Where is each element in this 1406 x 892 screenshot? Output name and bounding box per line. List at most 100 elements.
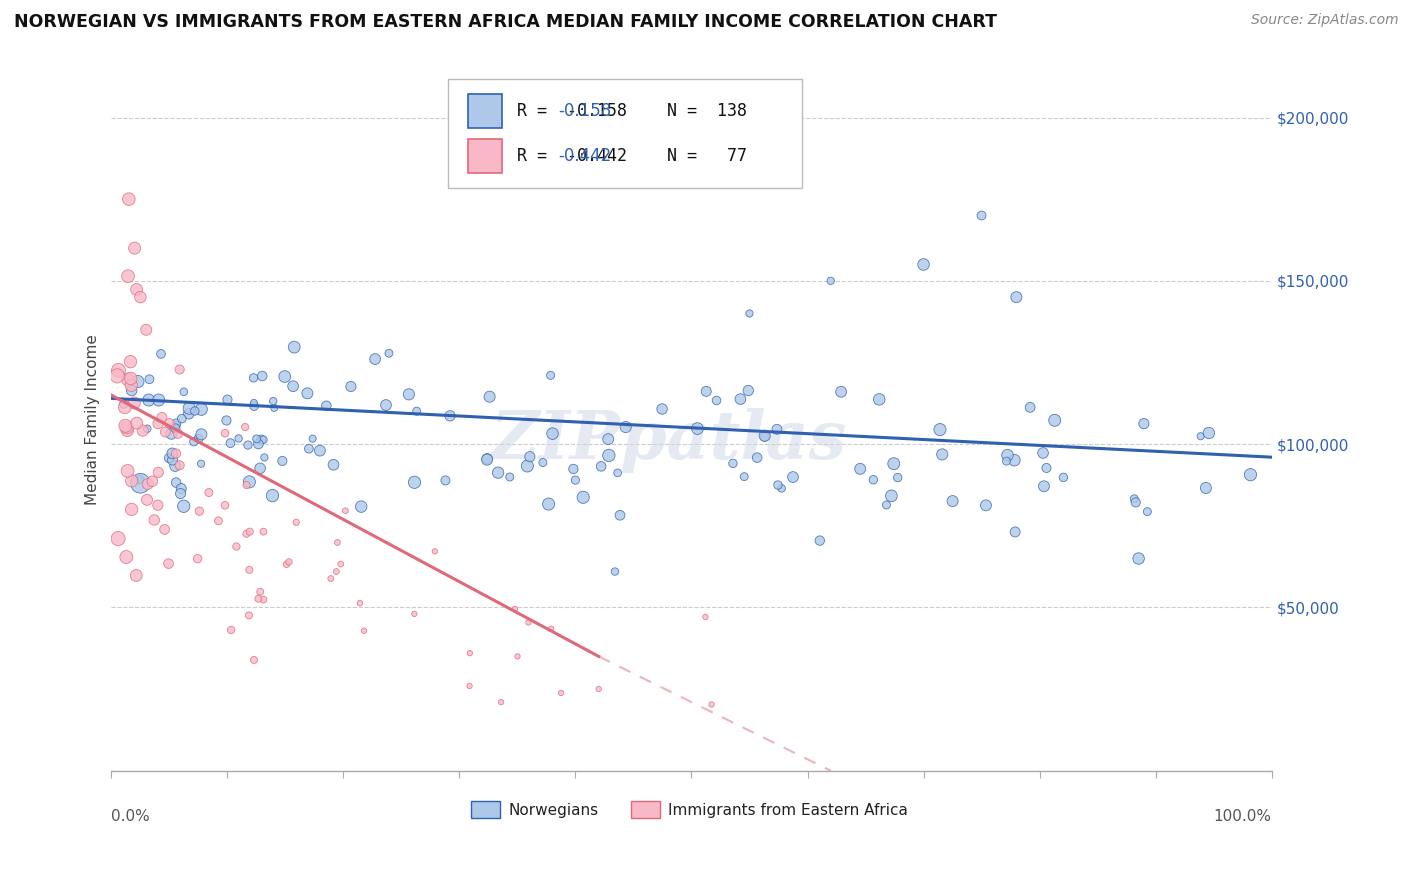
Point (153, 523, 176, 537)
Point (912, 258, 935, 272)
Point (173, 500, 195, 514)
Point (301, 432, 323, 446)
Point (187, 551, 209, 566)
Point (252, 369, 274, 384)
Point (150, 347, 173, 361)
Point (887, 470, 910, 484)
Point (190, 427, 212, 442)
Point (225, 540, 247, 554)
Point (121, 502, 143, 516)
Point (117, 464, 139, 478)
Point (238, 608, 260, 623)
Point (243, 399, 266, 413)
Point (695, 384, 717, 399)
Point (609, 508, 631, 523)
Point (700, 698, 723, 712)
Point (276, 558, 298, 572)
Point (183, 434, 205, 449)
Point (128, 473, 150, 487)
Text: R =  -0.442    N =   77: R = -0.442 N = 77 (517, 147, 748, 165)
Point (129, 290, 152, 304)
Point (214, 499, 236, 513)
Text: -0.442: -0.442 (558, 147, 612, 165)
Point (239, 524, 262, 539)
Point (730, 392, 752, 406)
Point (322, 458, 344, 472)
Point (737, 384, 759, 398)
Point (531, 456, 554, 470)
Point (315, 399, 337, 413)
Point (335, 504, 357, 518)
Point (598, 432, 620, 446)
Point (298, 442, 321, 456)
Point (235, 526, 257, 541)
Text: Norwegians: Norwegians (508, 803, 599, 818)
Point (136, 477, 159, 491)
Point (875, 498, 897, 512)
Point (252, 433, 274, 447)
Point (651, 402, 673, 417)
Point (146, 417, 169, 431)
Point (782, 470, 804, 484)
Point (169, 486, 191, 500)
Point (121, 474, 143, 488)
Point (247, 437, 270, 451)
Point (179, 401, 201, 416)
Point (187, 432, 209, 446)
Point (849, 462, 872, 476)
Point (1239, 467, 1261, 482)
Point (591, 459, 613, 474)
Point (1136, 505, 1159, 519)
Point (458, 679, 481, 693)
Point (340, 379, 363, 393)
Point (1004, 524, 1026, 539)
Point (219, 623, 242, 637)
Point (1032, 446, 1054, 460)
Point (1035, 461, 1057, 475)
Point (364, 352, 387, 367)
Point (238, 475, 260, 489)
Point (129, 476, 152, 491)
Point (118, 192, 141, 206)
Point (478, 390, 501, 404)
Point (281, 379, 304, 393)
Point (1052, 470, 1074, 484)
Point (326, 535, 349, 549)
FancyBboxPatch shape (468, 139, 502, 173)
Point (249, 461, 271, 475)
Point (808, 533, 831, 548)
Point (614, 420, 637, 434)
Point (159, 417, 181, 431)
Point (250, 433, 273, 447)
Point (519, 450, 541, 464)
Point (603, 565, 626, 579)
Point (170, 411, 193, 425)
Point (562, 462, 585, 476)
Point (243, 396, 266, 410)
FancyBboxPatch shape (471, 801, 501, 819)
Point (127, 375, 149, 389)
Point (1005, 290, 1028, 304)
Point (929, 423, 952, 437)
Point (146, 498, 169, 512)
Point (160, 426, 183, 441)
Point (754, 429, 776, 443)
Text: Immigrants from Eastern Africa: Immigrants from Eastern Africa (668, 803, 908, 818)
Point (143, 513, 166, 527)
Point (1189, 429, 1212, 443)
Point (150, 410, 173, 425)
Point (606, 466, 628, 480)
Point (120, 378, 142, 392)
Point (868, 392, 890, 407)
Point (162, 453, 184, 467)
Point (404, 475, 426, 490)
Point (117, 423, 139, 437)
Point (995, 454, 1018, 468)
Point (214, 426, 236, 441)
Point (188, 504, 211, 518)
Point (375, 398, 398, 412)
Point (120, 371, 142, 385)
Point (398, 387, 420, 401)
Point (136, 422, 159, 436)
Point (325, 565, 347, 579)
